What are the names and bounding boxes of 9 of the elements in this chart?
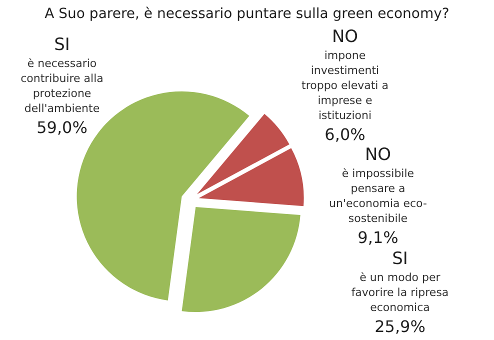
chart-title: A Suo parere, è necessario puntare sulla green economy? [44, 6, 450, 22]
data-label: 6,0% [324, 125, 366, 144]
slice-label: SI è necessario contribuire alla protezione dell'ambiente [20, 35, 104, 115]
data-label: 59,0% [36, 118, 88, 137]
slice-label: SI è un modo per favorire la ripresa economica [351, 249, 449, 314]
slice-label: NO è impossibile pensare a un'economia eco- sostenibile [329, 145, 427, 225]
data-label: 25,9% [374, 317, 426, 336]
data-label: 9,1% [358, 228, 398, 247]
slice-label: NO impone investimenti troppo elevati a imprese e istituzioni [302, 27, 388, 122]
